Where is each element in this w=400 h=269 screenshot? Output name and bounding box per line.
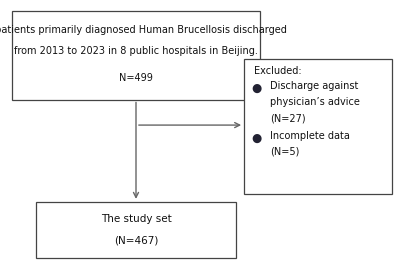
- FancyBboxPatch shape: [244, 59, 392, 194]
- Text: from 2013 to 2023 in 8 public hospitals in Beijing.: from 2013 to 2023 in 8 public hospitals …: [14, 46, 258, 56]
- Text: ●: ●: [251, 82, 262, 95]
- Text: Excluded:: Excluded:: [254, 66, 302, 76]
- Text: (N=27): (N=27): [270, 113, 306, 123]
- Text: ●: ●: [251, 132, 262, 145]
- Text: Incomplete data: Incomplete data: [270, 131, 350, 141]
- Text: physician’s advice: physician’s advice: [270, 97, 360, 107]
- Text: (N=5): (N=5): [270, 147, 299, 157]
- FancyBboxPatch shape: [12, 11, 260, 100]
- Text: N=499: N=499: [119, 73, 153, 83]
- Text: Inpatients primarily diagnosed Human Brucellosis discharged: Inpatients primarily diagnosed Human Bru…: [0, 24, 286, 35]
- Text: Discharge against: Discharge against: [270, 81, 358, 91]
- Text: (N=467): (N=467): [114, 236, 158, 246]
- Text: The study set: The study set: [101, 214, 171, 224]
- FancyBboxPatch shape: [36, 202, 236, 258]
